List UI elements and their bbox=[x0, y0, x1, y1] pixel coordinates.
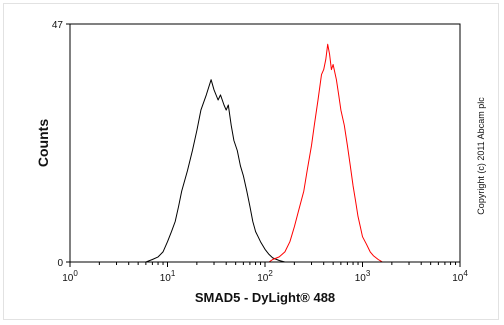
x-tick-label: 104 bbox=[452, 269, 468, 284]
x-axis-label: SMAD5 - DyLight® 488 bbox=[195, 290, 335, 305]
y-tick-label: 47 bbox=[52, 20, 64, 31]
histogram-series-2 bbox=[268, 43, 383, 263]
plot-frame bbox=[69, 23, 461, 263]
series-layer bbox=[145, 43, 383, 263]
y-axis-ticks: 0 47 bbox=[52, 20, 70, 269]
figure-frame bbox=[3, 3, 499, 320]
y-tick-label: 0 bbox=[57, 258, 63, 269]
copyright-notice: Copyright (c) 2011 Abcam plc bbox=[476, 97, 486, 215]
x-axis-ticks: 100 101 102 103 104 bbox=[62, 262, 468, 284]
histogram-series-1 bbox=[145, 79, 286, 263]
x-tick-label: 101 bbox=[160, 269, 176, 284]
x-tick-label: 103 bbox=[355, 269, 371, 284]
y-axis-label: Counts bbox=[35, 119, 51, 167]
x-tick-label: 100 bbox=[62, 269, 78, 284]
x-tick-label: 102 bbox=[257, 269, 273, 284]
